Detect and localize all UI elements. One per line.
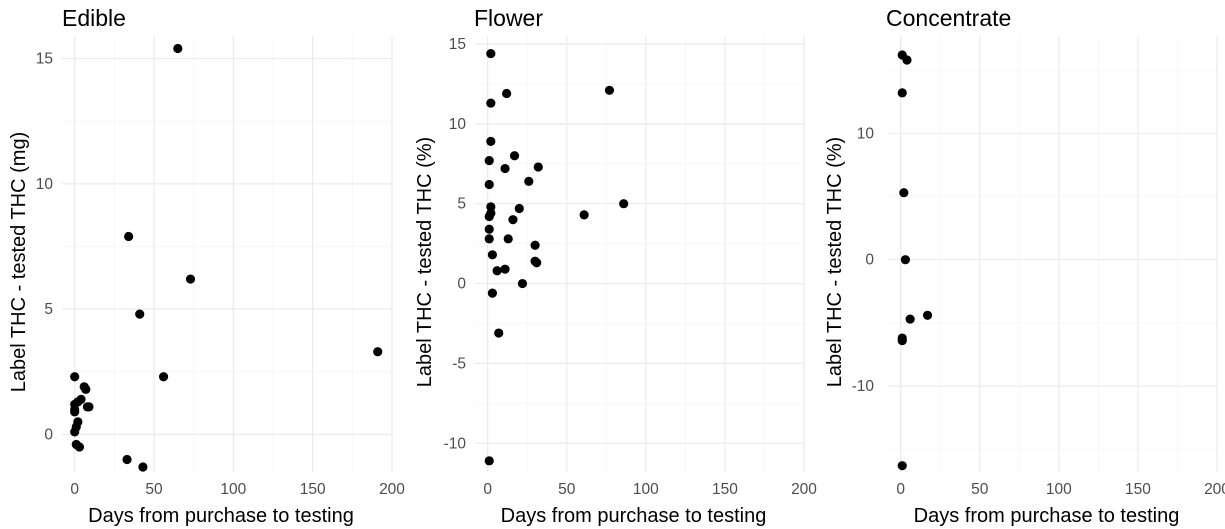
x-tick-label: 100 bbox=[1046, 481, 1072, 498]
scatter-point bbox=[899, 188, 909, 198]
y-tick-label: 10 bbox=[449, 116, 467, 133]
y-tick-label: 0 bbox=[44, 426, 53, 443]
scatter-point bbox=[484, 234, 494, 244]
scatter-point bbox=[503, 234, 513, 244]
scatter-point bbox=[81, 384, 91, 394]
y-axis-label: Label THC - tested THC (mg) bbox=[8, 132, 30, 392]
scatter-point bbox=[897, 335, 907, 346]
y-tick-label: 15 bbox=[449, 36, 466, 53]
x-tick-label: 200 bbox=[1204, 481, 1225, 498]
scatter-point bbox=[494, 328, 504, 338]
scatter-point bbox=[84, 402, 94, 412]
y-axis-label: Label THC - tested THC (%) bbox=[824, 137, 846, 387]
scatter-point bbox=[508, 215, 518, 225]
scatter-point bbox=[922, 310, 933, 320]
scatter-point bbox=[502, 88, 512, 99]
scatter-point bbox=[484, 224, 494, 234]
facet-panel-0: 0 50 100 150 200 0 5 10 15 Edible Days from purcha… bbox=[8, 5, 405, 527]
scatter-point bbox=[486, 48, 496, 59]
y-tick-label: 10 bbox=[857, 125, 875, 142]
y-tick-label: 10 bbox=[36, 176, 54, 193]
scatter-point bbox=[897, 88, 907, 98]
scatter-point bbox=[532, 258, 542, 268]
facet-panel-1: 0 50 100 150 200 -10 -5 0 5 10 15 Flower Days from p… bbox=[414, 5, 817, 527]
x-tick-label: 50 bbox=[145, 481, 163, 498]
y-tick-label: 0 bbox=[865, 252, 874, 269]
x-tick-label: 150 bbox=[712, 481, 738, 498]
scatter-point bbox=[900, 255, 910, 265]
scatter-point bbox=[484, 456, 494, 466]
scatter-point bbox=[604, 85, 615, 95]
scatter-point bbox=[484, 179, 494, 190]
facet-panel-2: 0 50 100 150 200 -10 0 10 Concentrate Days from p… bbox=[824, 5, 1225, 527]
y-tick-label: 5 bbox=[44, 301, 53, 318]
scatter-point bbox=[173, 43, 183, 54]
x-tick-label: 100 bbox=[220, 481, 246, 498]
x-tick-label: 50 bbox=[971, 481, 989, 498]
scatter-point bbox=[905, 314, 915, 324]
y-tick-label: 0 bbox=[457, 276, 466, 293]
scatter-point bbox=[500, 264, 510, 274]
panel-title: Concentrate bbox=[886, 5, 1011, 31]
scatter-point bbox=[74, 442, 85, 452]
scatter-point bbox=[185, 274, 196, 284]
y-tick-label: 15 bbox=[36, 51, 53, 68]
scatter-point bbox=[486, 202, 496, 212]
x-tick-label: 150 bbox=[1125, 481, 1151, 498]
y-tick-label: -10 bbox=[444, 435, 467, 452]
x-tick-label: 200 bbox=[379, 481, 405, 498]
scatter-point bbox=[902, 55, 912, 65]
panel-title: Flower bbox=[474, 5, 543, 31]
scatter-point bbox=[619, 199, 629, 209]
scatter-point bbox=[500, 163, 510, 174]
x-tick-label: 0 bbox=[70, 481, 79, 498]
scatter-point bbox=[486, 98, 496, 108]
y-axis-label: Label THC - tested THC (%) bbox=[414, 137, 436, 387]
scatter-point bbox=[70, 407, 80, 417]
x-tick-label: 200 bbox=[791, 481, 817, 498]
panel-title: Edible bbox=[62, 5, 126, 31]
x-tick-label: 100 bbox=[633, 481, 659, 498]
scatter-point bbox=[122, 454, 132, 465]
scatter-point bbox=[70, 372, 80, 382]
scatter-point bbox=[533, 162, 543, 172]
scatter-point bbox=[484, 155, 494, 166]
scatter-point bbox=[487, 250, 497, 260]
scatter-point bbox=[158, 372, 169, 382]
scatter-point bbox=[124, 231, 134, 242]
x-tick-label: 150 bbox=[300, 481, 326, 498]
scatter-point bbox=[530, 240, 540, 250]
scatter-point bbox=[484, 211, 494, 222]
scatter-point bbox=[492, 266, 502, 276]
x-tick-label: 50 bbox=[558, 481, 576, 498]
y-tick-label: -5 bbox=[452, 355, 466, 372]
scatter-point bbox=[138, 462, 148, 472]
x-axis-label: Days from purchase to testing bbox=[88, 505, 354, 527]
x-tick-label: 0 bbox=[896, 481, 905, 498]
x-axis-label: Days from purchase to testing bbox=[914, 505, 1180, 527]
x-axis-label: Days from purchase to testing bbox=[501, 505, 767, 527]
scatter-point bbox=[514, 203, 524, 214]
scatter-point bbox=[135, 309, 145, 319]
scatter-point bbox=[897, 461, 907, 471]
scatter-point bbox=[70, 427, 80, 437]
y-tick-label: 5 bbox=[457, 196, 466, 213]
scatter-point bbox=[487, 288, 497, 298]
scatter-point bbox=[509, 151, 520, 161]
x-tick-label: 0 bbox=[483, 481, 492, 498]
scatter-point bbox=[517, 278, 528, 289]
scatter-point bbox=[579, 210, 589, 220]
scatter-point bbox=[373, 347, 383, 357]
y-tick-label: -10 bbox=[852, 378, 875, 395]
scatter-point bbox=[524, 176, 534, 186]
scatter-point bbox=[486, 136, 496, 147]
